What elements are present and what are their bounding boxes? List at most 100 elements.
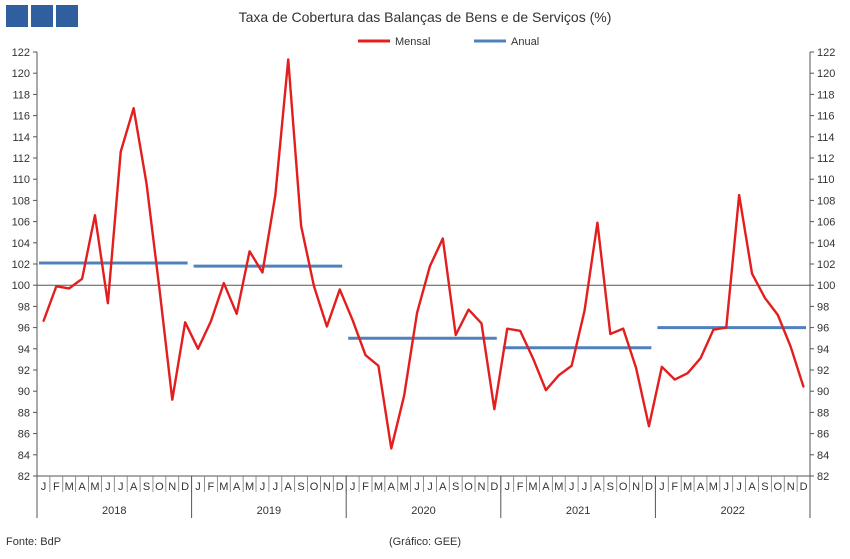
series-mensal-point: [480, 322, 483, 325]
series-mensal-point: [557, 374, 560, 377]
month-label: N: [323, 481, 331, 493]
series-mensal-point: [506, 327, 509, 330]
series-mensal-point: [132, 107, 135, 109]
month-label: A: [542, 481, 550, 493]
y-tick-label-right: 112: [817, 153, 835, 165]
month-label: N: [787, 481, 795, 493]
y-tick-label-left: 102: [12, 259, 30, 271]
y-tick-label-right: 88: [817, 407, 829, 419]
month-label: S: [452, 481, 459, 493]
series-mensal-point: [119, 150, 122, 153]
series-mensal-point: [467, 308, 470, 311]
year-label: 2019: [257, 505, 281, 517]
month-label: M: [374, 481, 383, 493]
month-label: J: [414, 481, 420, 493]
month-label: S: [761, 481, 768, 493]
month-label: J: [195, 481, 201, 493]
month-label: J: [569, 481, 575, 493]
month-label: J: [504, 481, 510, 493]
series-mensal-point: [326, 325, 328, 328]
series-mensal-point: [364, 354, 367, 356]
month-label: F: [208, 481, 215, 493]
month-label: M: [709, 481, 718, 493]
y-tick-label-left: 94: [18, 344, 30, 356]
y-tick-label-right: 84: [817, 450, 829, 462]
series-mensal-point: [442, 237, 444, 240]
series-mensal-point: [673, 378, 676, 381]
chart-credit: (Gráfico: GEE): [388, 536, 462, 548]
year-label: 2022: [720, 505, 744, 517]
y-tick-label-right: 86: [817, 429, 829, 441]
year-label: 2020: [411, 505, 435, 517]
series-mensal-point: [661, 366, 663, 368]
y-tick-label-left: 114: [12, 132, 30, 144]
series-mensal-point: [712, 328, 715, 331]
month-label: A: [233, 481, 241, 493]
y-tick-label-right: 118: [817, 89, 835, 101]
y-tick-label-left: 82: [18, 471, 30, 483]
series-mensal-point: [622, 327, 624, 330]
y-tick-label-left: 108: [12, 195, 30, 207]
month-label: M: [219, 481, 228, 493]
month-label: S: [607, 481, 614, 493]
y-tick-label-right: 120: [817, 68, 835, 80]
series-mensal-point: [81, 278, 83, 280]
month-label: D: [336, 481, 344, 493]
series-mensal-point: [776, 314, 779, 316]
series-mensal-point: [738, 194, 740, 196]
month-label: S: [297, 481, 304, 493]
chart-title: Taxa de Cobertura das Balanças de Bens e…: [238, 9, 612, 25]
y-tick-label-right: 96: [817, 323, 829, 335]
legend-mensal-label: Mensal: [395, 36, 430, 48]
series-mensal-point: [545, 389, 547, 391]
month-label: M: [554, 481, 563, 493]
month-label: J: [260, 481, 266, 493]
series-mensal-point: [751, 272, 753, 275]
series-mensal-point: [274, 194, 277, 196]
series-mensal-point: [287, 58, 290, 61]
y-tick-label-left: 104: [12, 238, 30, 250]
month-label: M: [683, 481, 692, 493]
series-mensal-point: [789, 345, 792, 348]
series-mensal-point: [519, 329, 521, 332]
logo-square: [6, 5, 28, 27]
year-label: 2021: [566, 505, 590, 517]
month-label: F: [671, 481, 678, 493]
series-mensal-point: [802, 386, 805, 388]
gee-logo: [6, 5, 78, 27]
series-mensal-point: [107, 302, 109, 305]
y-tick-label-left: 122: [12, 47, 30, 59]
series-mensal-point: [596, 221, 599, 224]
month-label: A: [439, 481, 447, 493]
month-label: O: [774, 481, 783, 493]
y-tick-label-left: 120: [12, 68, 30, 80]
y-tick-label-right: 108: [817, 195, 835, 207]
month-label: A: [130, 481, 138, 493]
month-label: F: [517, 481, 524, 493]
month-label: D: [800, 481, 808, 493]
y-tick-label-right: 94: [817, 344, 829, 356]
series-mensal-point: [42, 320, 45, 323]
month-label: N: [477, 481, 485, 493]
series-mensal-point: [764, 297, 766, 299]
series-mensal-point: [609, 333, 612, 335]
series-mensal-point: [223, 282, 225, 284]
y-tick-label-left: 118: [12, 89, 30, 101]
y-tick-label-right: 90: [817, 386, 829, 398]
series-mensal-point: [261, 271, 264, 274]
month-label: A: [697, 481, 705, 493]
y-tick-label-left: 96: [18, 323, 30, 335]
month-label: M: [400, 481, 409, 493]
y-tick-label-left: 110: [12, 174, 30, 186]
series-mensal-point: [686, 372, 689, 374]
y-tick-label-right: 92: [817, 365, 829, 377]
series-mensal-point: [648, 425, 650, 427]
y-tick-label-left: 86: [18, 429, 30, 441]
month-label: J: [105, 481, 111, 493]
month-label: D: [645, 481, 653, 493]
month-label: O: [155, 481, 164, 493]
series-mensal-point: [699, 357, 702, 360]
month-label: M: [245, 481, 254, 493]
month-label: A: [748, 481, 756, 493]
